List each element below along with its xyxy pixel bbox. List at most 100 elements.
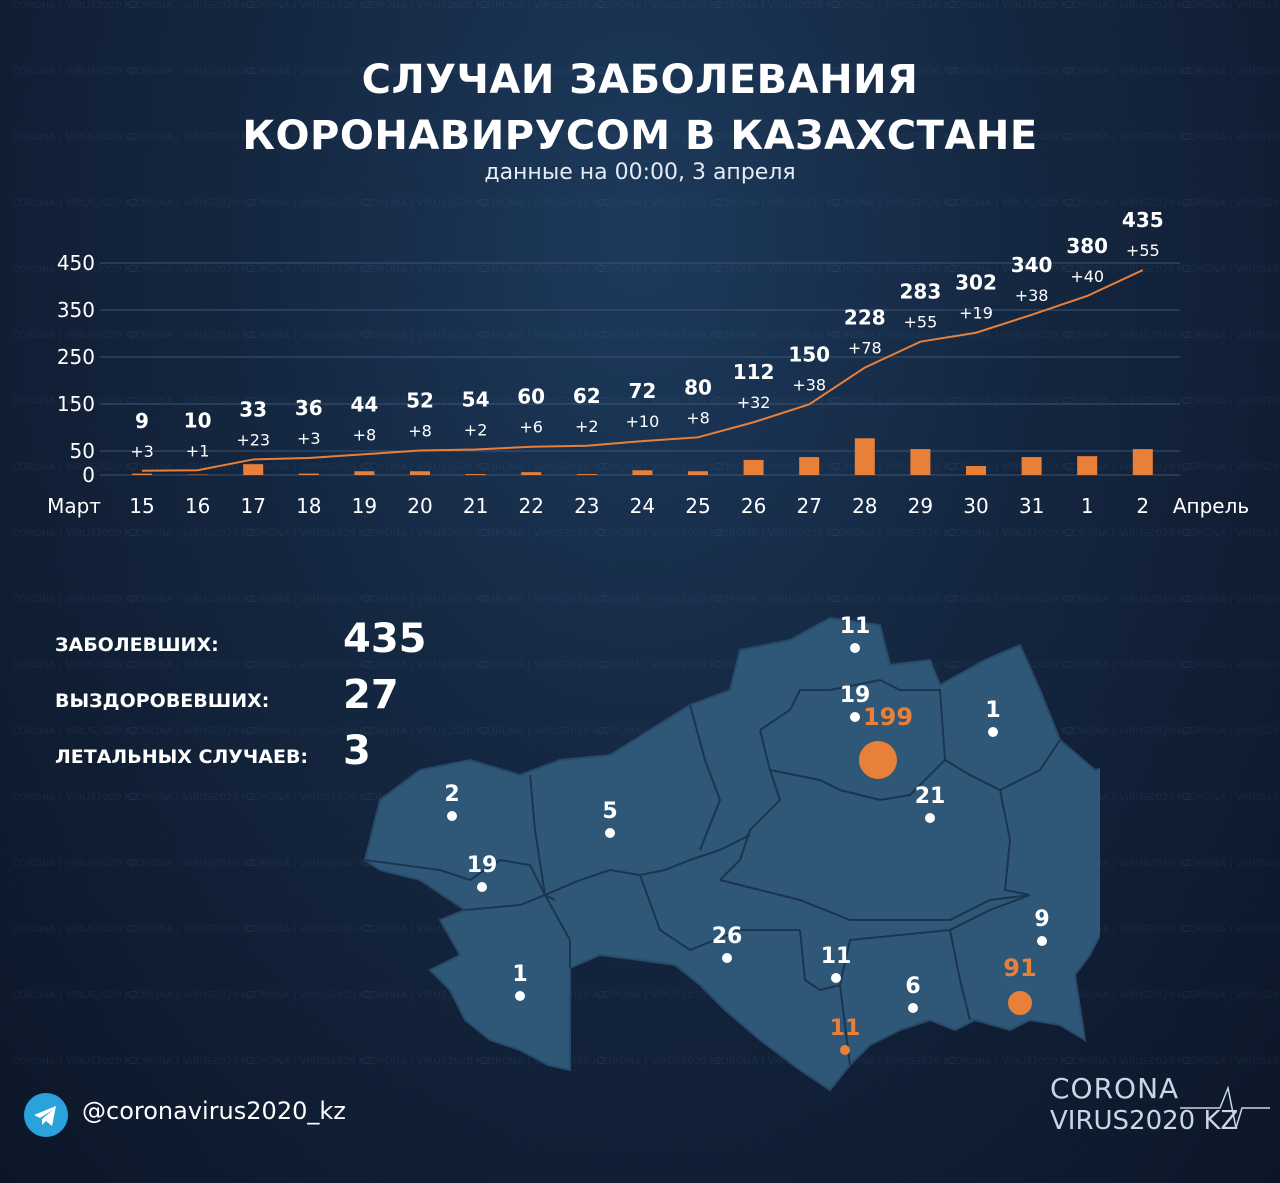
region-count-label: 2 [444, 782, 459, 807]
new-cases-label: +55 [1126, 241, 1160, 260]
watermark-text: CORONA | VIRUS2020 KZ [1065, 0, 1192, 11]
watermark-text: CORONA | VIRUS2020 KZ [363, 0, 490, 11]
region-dot-highlight [859, 741, 897, 779]
total-cases-label: 150 [788, 342, 830, 366]
watermark-text: CORONA | VIRUS2020 KZ [12, 726, 139, 737]
region-dot [1037, 936, 1047, 946]
total-cases-label: 60 [517, 385, 545, 409]
new-cases-label: +78 [848, 339, 882, 358]
watermark-text: CORONA | VIRUS2020 KZ [12, 594, 139, 605]
map-land [363, 616, 1100, 1092]
total-cases-label: 283 [900, 280, 942, 304]
total-cases-label: 228 [844, 306, 886, 330]
y-tick-label: 450 [57, 251, 95, 275]
x-tick-label: 19 [352, 494, 377, 518]
map-outline [363, 616, 1100, 1092]
region-dot [908, 1003, 918, 1013]
bar-new-cases [521, 472, 542, 475]
watermark-text: CORONA | VIRUS2020 KZ [1182, 792, 1280, 803]
cases-chart: 450 350 250 150 500 9 +3 10 +1 33 +23 36 +3 44 +8 52 +8 5… [47, 208, 1249, 518]
region-count-label: 1 [512, 962, 527, 987]
total-cases-label: 80 [684, 375, 712, 399]
watermark-text: CORONA | VIRUS2020 KZ [12, 924, 139, 935]
region-dot [477, 882, 487, 892]
stat-cases-value: 435 [343, 616, 427, 662]
page-title: СЛУЧАИ ЗАБОЛЕВАНИЯ КОРОНАВИРУСОМ В КАЗАХ… [0, 52, 1280, 164]
watermark-text: CORONA | VIRUS2020 KZ [714, 0, 841, 11]
border-east-kz [999, 789, 1031, 896]
region-count-label: 6 [905, 974, 920, 999]
x-tick-label: 20 [407, 494, 432, 518]
watermark-text: CORONA | VIRUS2020 KZ [129, 858, 256, 869]
watermark-text: CORONA | VIRUS2020 KZ [1182, 858, 1280, 869]
line-total-cases [141, 269, 1144, 472]
new-cases-label: +23 [236, 430, 270, 449]
watermark-text: CORONA | VIRUS2020 KZ [129, 990, 256, 1001]
watermark-text: CORONA | VIRUS2020 KZ [129, 0, 256, 11]
new-cases-label: +2 [464, 421, 488, 440]
region-count-label: 11 [830, 1016, 861, 1041]
stat-recovered-value: 27 [343, 672, 399, 718]
social-handle[interactable]: @coronavirus2020_kz [82, 1097, 346, 1125]
stat-deaths-value: 3 [343, 728, 371, 774]
x-tick-label: 21 [463, 494, 488, 518]
new-cases-label: +3 [297, 429, 321, 448]
x-tick-label: 31 [1019, 494, 1044, 518]
watermark-text: CORONA | VIRUS2020 KZ [246, 0, 373, 11]
watermark-text: CORONA | VIRUS2020 KZ [1182, 594, 1280, 605]
x-tick-label: 25 [685, 494, 710, 518]
watermark-text: CORONA | VIRUS2020 KZ [12, 792, 139, 803]
region-count-label: 1 [985, 698, 1000, 723]
watermark-text: CORONA | VIRUS2020 KZ [129, 594, 256, 605]
bar-new-cases [354, 471, 375, 475]
month-label-april: Апрель [1173, 494, 1249, 518]
total-cases-label: 36 [295, 396, 323, 420]
watermark-text: CORONA | VIRUS2020 KZ [12, 1056, 139, 1067]
watermark-text: CORONA | VIRUS2020 KZ [1182, 990, 1280, 1001]
watermark-text: CORONA | VIRUS2020 KZ [129, 726, 256, 737]
border-kostanay [689, 704, 722, 851]
y-tick-label: 250 [57, 345, 95, 369]
x-tick-label: 26 [741, 494, 766, 518]
title-line-2: КОРОНАВИРУСОМ В КАЗАХСТАНЕ [242, 113, 1038, 159]
total-cases-label: 435 [1122, 208, 1164, 232]
total-cases-label: 72 [628, 379, 656, 403]
pulse-icon [1180, 1085, 1270, 1129]
bar-new-cases [298, 473, 319, 475]
new-cases-label: +8 [353, 425, 377, 444]
new-cases-label: +10 [626, 412, 660, 431]
watermark-text: CORONA | VIRUS2020 KZ [12, 660, 139, 671]
bar-new-cases [576, 474, 597, 475]
bar-new-cases [243, 464, 264, 475]
region-dot-highlight [1008, 991, 1032, 1015]
border-almaty [949, 894, 1031, 931]
new-cases-label: +8 [408, 422, 432, 441]
total-cases-label: 10 [184, 408, 212, 432]
x-tick-label: 18 [296, 494, 321, 518]
region-count-label: 21 [915, 784, 946, 809]
new-cases-label: +19 [959, 304, 993, 323]
y-tick-label: 150 [57, 392, 95, 416]
stat-recovered-label: ВЫЗДОРОВЕВШИХ: [55, 690, 270, 712]
brand-logo: CORONA VIRUS2020 KZ [1050, 1072, 1270, 1142]
region-count-label: 91 [1003, 954, 1036, 982]
watermark-text: CORONA | VIRUS2020 KZ [1182, 1056, 1280, 1067]
total-cases-label: 33 [239, 397, 267, 421]
new-cases-label: +38 [792, 375, 826, 394]
page-subtitle: данные на 00:00, 3 апреля [484, 160, 796, 185]
total-cases-label: 112 [733, 360, 775, 384]
watermark-text: CORONA | VIRUS2020 KZ [12, 858, 139, 869]
bar-new-cases [910, 449, 931, 475]
total-cases-label: 302 [955, 271, 997, 295]
x-tick-label: 22 [518, 494, 543, 518]
logo-line-2: VIRUS2020 KZ [1050, 1106, 1239, 1136]
watermark-text: CORONA | VIRUS2020 KZ [597, 0, 724, 11]
x-tick-label: 23 [574, 494, 599, 518]
total-cases-label: 52 [406, 389, 434, 413]
telegram-icon[interactable] [24, 1093, 68, 1137]
region-dot [722, 953, 732, 963]
logo-line-1: CORONA [1050, 1072, 1180, 1105]
stat-cases-label: ЗАБОЛЕВШИХ: [55, 634, 219, 656]
watermark-text: CORONA | VIRUS2020 KZ [129, 1056, 256, 1067]
bar-new-cases [743, 459, 764, 475]
